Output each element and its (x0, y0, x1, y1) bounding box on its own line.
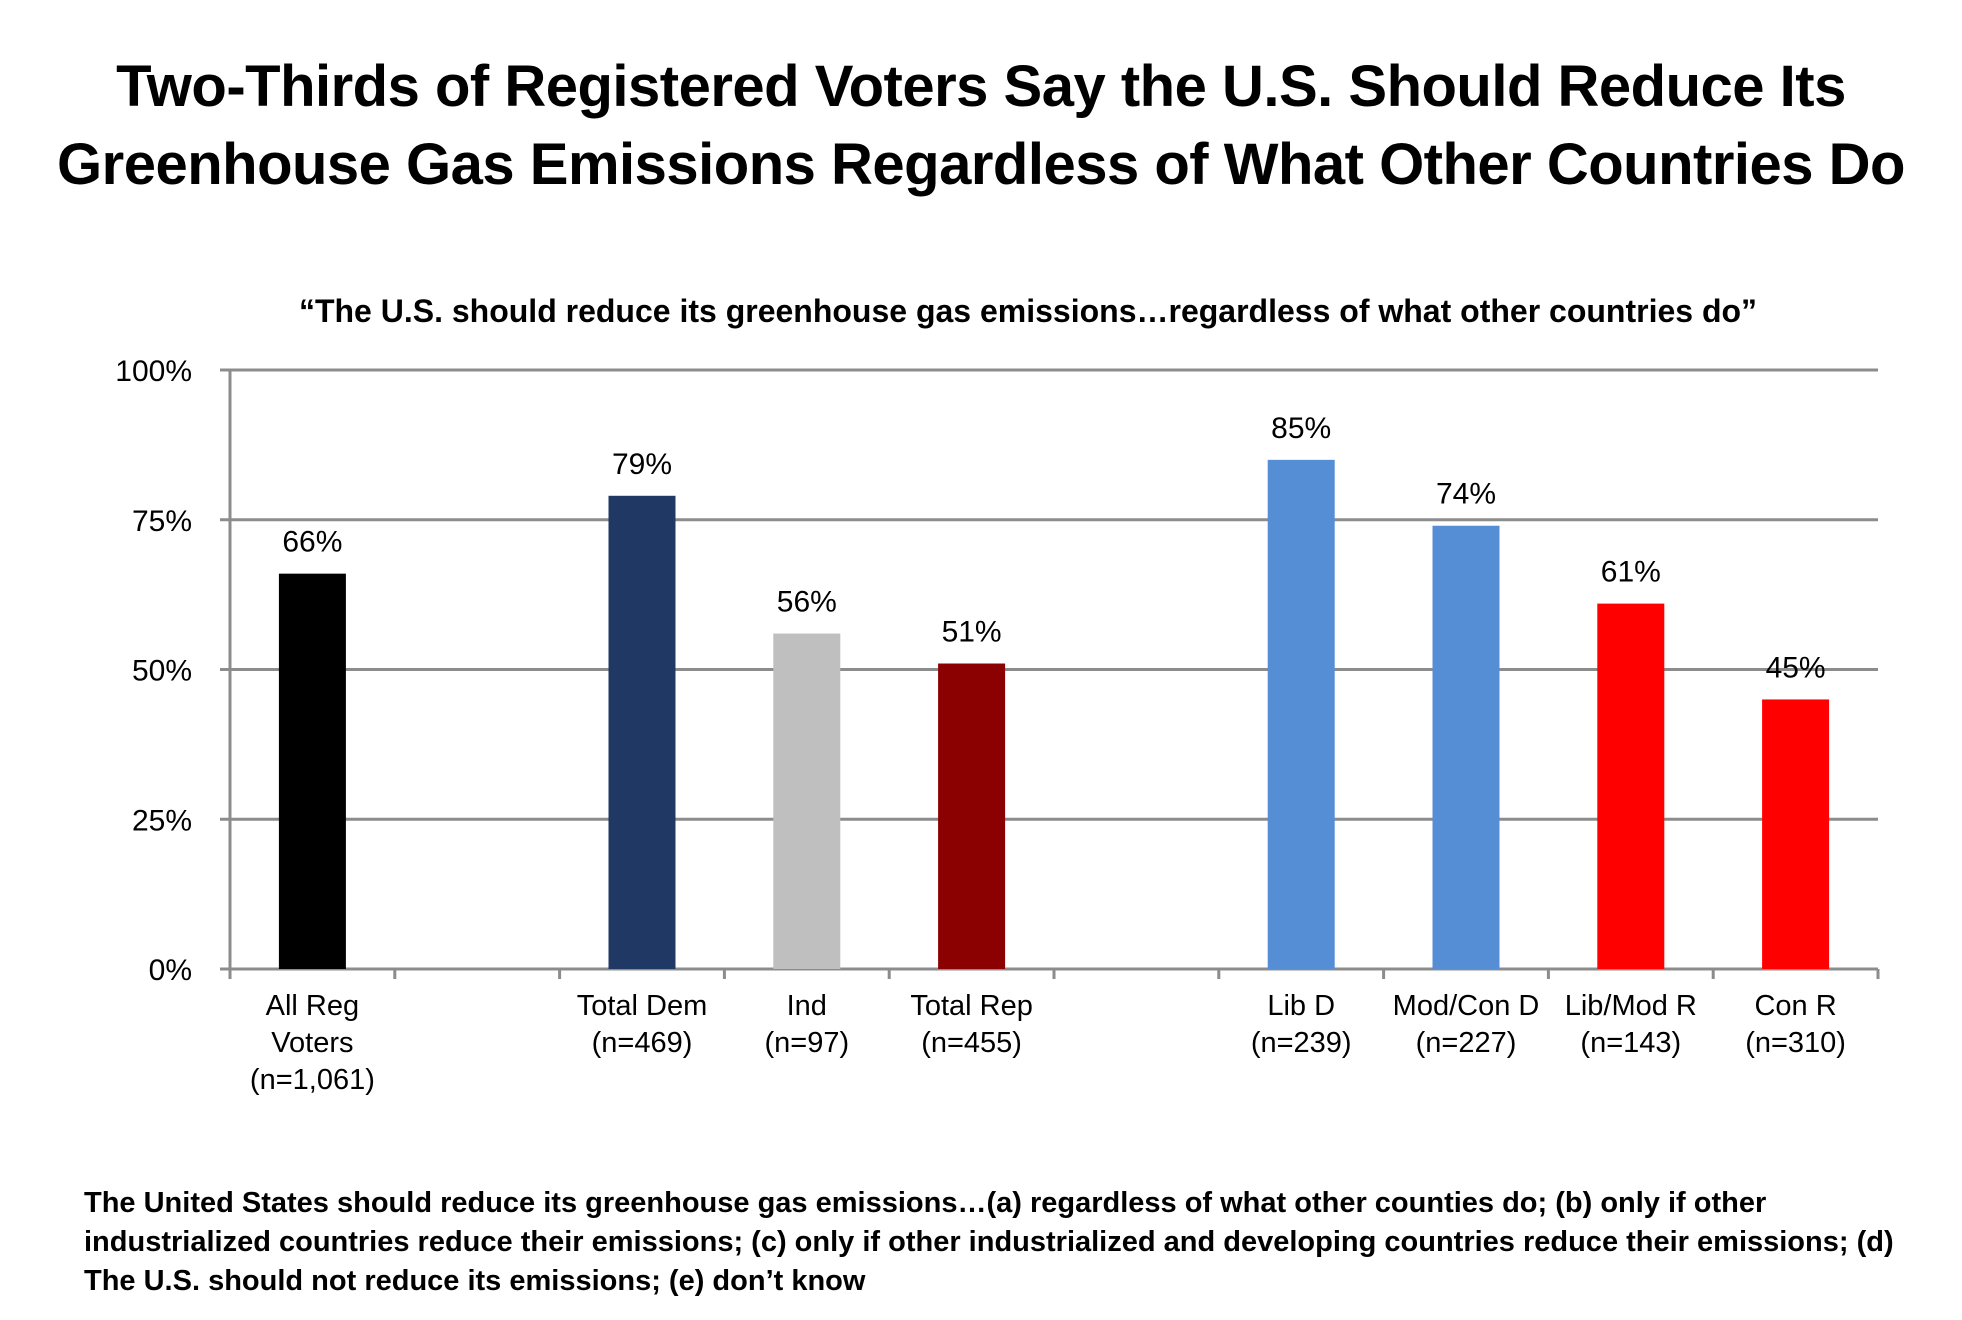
bar (773, 633, 841, 969)
category-label: Mod/Con D (1393, 990, 1540, 1022)
bar (1762, 699, 1830, 969)
category-label: Lib/Mod R (1565, 990, 1697, 1022)
data-label: 66% (282, 526, 342, 559)
category-label: (n=227) (1416, 1027, 1517, 1059)
category-label: (n=469) (592, 1027, 693, 1059)
category-label: Ind (787, 990, 827, 1022)
category-label: Con R (1754, 990, 1836, 1022)
bar (278, 573, 346, 969)
y-tick-label: 25% (132, 804, 192, 837)
y-tick-label: 0% (149, 954, 192, 987)
y-tick-label: 50% (132, 655, 192, 688)
category-label: Total Rep (910, 990, 1033, 1022)
category-label: (n=239) (1251, 1027, 1352, 1059)
category-label: (n=97) (764, 1027, 849, 1059)
bar (938, 663, 1006, 969)
category-label: (n=143) (1580, 1027, 1681, 1059)
main-title-line-1: Two-Thirds of Registered Voters Say the … (116, 54, 1846, 119)
bar (1597, 603, 1665, 969)
bar (608, 495, 676, 969)
data-label: 79% (612, 448, 672, 481)
data-label: 74% (1436, 478, 1496, 511)
labels: 0% 25% 50% 75% 100% 66% All Reg Voters (n=1,061)… (115, 355, 1846, 1096)
category-label: All Reg (266, 990, 360, 1022)
category-label: Voters (271, 1027, 353, 1059)
footnote: The United States should reduce its gree… (84, 1187, 1894, 1297)
y-tick-label: 75% (132, 505, 192, 538)
category-label: (n=455) (921, 1027, 1022, 1059)
bars (278, 459, 1830, 969)
category-label: (n=310) (1745, 1027, 1846, 1059)
data-label: 85% (1271, 412, 1331, 445)
category-label: Total Dem (577, 990, 708, 1022)
data-label: 51% (942, 616, 1002, 649)
y-tick-label: 100% (115, 355, 192, 388)
data-label: 56% (777, 586, 837, 619)
main-title-line-2: Greenhouse Gas Emissions Regardless of W… (57, 132, 1905, 197)
bar (1267, 459, 1335, 969)
data-label: 61% (1601, 556, 1661, 589)
data-label: 45% (1766, 651, 1826, 684)
chart-subtitle: “The U.S. should reduce its greenhouse g… (299, 293, 1757, 329)
category-label: Lib D (1267, 990, 1335, 1022)
category-label: (n=1,061) (250, 1064, 375, 1096)
bar (1432, 525, 1500, 969)
main-title: Two-Thirds of Registered Voters Say the … (0, 48, 1962, 204)
